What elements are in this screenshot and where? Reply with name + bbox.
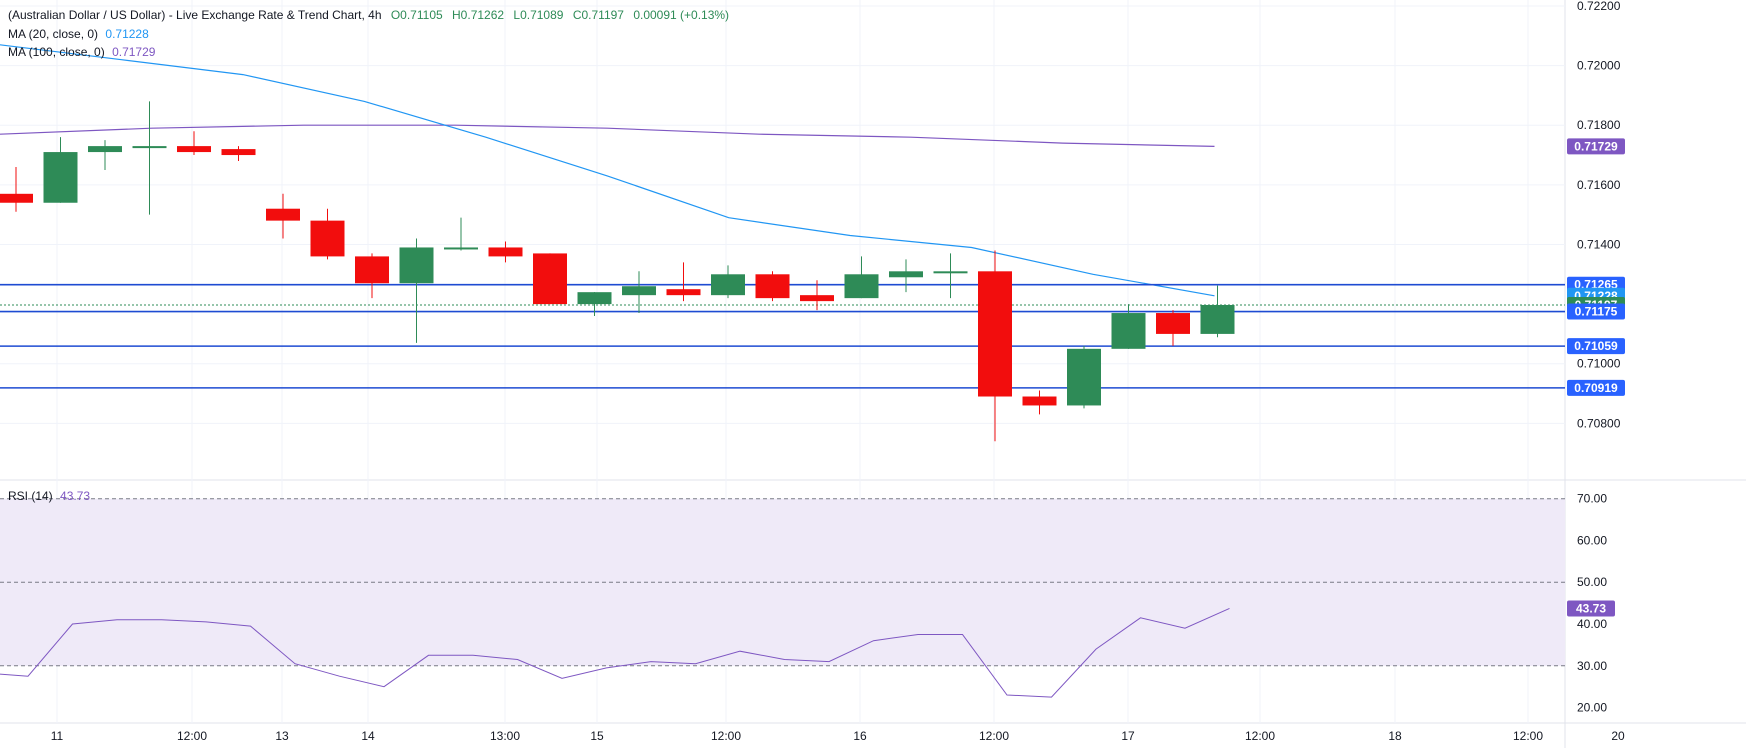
candle-body (1156, 313, 1190, 334)
candlesticks (0, 101, 1235, 442)
price-label-text: 0.71059 (1574, 339, 1618, 353)
ma100-legend: MA (100, close, 0) 0.71729 (8, 45, 155, 59)
candle-body (622, 286, 656, 296)
rsi-layer (0, 607, 1230, 698)
candle-body (444, 247, 478, 250)
time-tick-label: 13 (275, 729, 289, 743)
price-tick-label: 0.71400 (1577, 237, 1621, 251)
price-tick-label: 0.71800 (1577, 118, 1621, 132)
ma20-value: 0.71228 (105, 27, 149, 41)
candle-body (933, 271, 968, 274)
candle-body (88, 146, 122, 153)
rsi-value: 43.73 (60, 489, 91, 503)
symbol-legend: (Australian Dollar / US Dollar) - Live E… (8, 8, 729, 22)
price-tick-label: 0.71000 (1577, 357, 1621, 371)
candle-body (800, 295, 834, 302)
time-tick-label: 12:00 (979, 729, 1009, 743)
candle-body (266, 208, 300, 221)
time-tick-label: 12:00 (1245, 729, 1275, 743)
rsi-band (0, 498, 1565, 667)
time-tick-label: 14 (361, 729, 375, 743)
chart-title: (Australian Dollar / US Dollar) - Live E… (8, 8, 382, 22)
candle-body (844, 274, 879, 299)
rsi-tick-label: 50.00 (1577, 575, 1607, 589)
ma100-layer (0, 124, 1215, 147)
time-tick-label: 16 (853, 729, 867, 743)
time-tick-label: 15 (590, 729, 604, 743)
price-label-text: 0.70919 (1574, 381, 1618, 395)
price-label-box (1567, 379, 1625, 396)
rsi-label-text: 43.73 (1576, 601, 1606, 615)
ma100-line (0, 124, 1215, 147)
price-tick-label: 0.70800 (1577, 416, 1621, 430)
candle-body (221, 149, 256, 156)
price-labels: 0.717290.712650.712280.711970.711750.710… (1567, 138, 1625, 617)
candle-body (488, 247, 523, 257)
time-tick-label: 20 (1611, 729, 1625, 743)
ma20-label: MA (20, close, 0) (8, 27, 99, 41)
rsi-tick-label: 40.00 (1577, 617, 1607, 631)
price-axis: 0.72200 0.72000 0.71800 0.71600 0.71400 0.710… (1577, 0, 1621, 715)
ma100-value: 0.71729 (112, 45, 156, 59)
time-tick-label: 12:00 (177, 729, 207, 743)
time-axis: 11 12:00 13 14 13:00 15 12:00 16 12:00 17 12:00 18 1… (51, 729, 1625, 743)
candle-body (43, 152, 78, 203)
rsi-tick-label: 20.00 (1577, 701, 1607, 715)
close-value: C0.71197 (572, 8, 624, 22)
rsi-label: RSI (14) (8, 489, 53, 503)
rsi-tick-label: 30.00 (1577, 659, 1607, 673)
time-tick-label: 17 (1121, 729, 1135, 743)
candle-body (177, 146, 211, 153)
price-label-box (1567, 303, 1625, 320)
rsi-legend: RSI (14) 43.73 (8, 489, 90, 503)
time-tick-label: 18 (1388, 729, 1402, 743)
candle-body (1200, 304, 1235, 334)
candle-body (399, 247, 434, 284)
change-value: 0.00091 (+0.13%) (633, 8, 730, 22)
candle-body (889, 271, 923, 278)
low-value: L0.71089 (513, 8, 564, 22)
ma20-layer (0, 44, 1215, 297)
candle-body (0, 193, 33, 203)
time-tick-label: 12:00 (1513, 729, 1543, 743)
price-label-box (1567, 138, 1625, 155)
open-value: O0.71105 (390, 8, 443, 22)
price-tick-label: 0.72000 (1577, 59, 1621, 73)
candle-body (666, 289, 701, 296)
ma20-line (0, 44, 1215, 297)
candle-body (978, 271, 1012, 397)
candle-body (533, 253, 567, 305)
rsi-tick-label: 70.00 (1577, 492, 1607, 506)
candle-body (1111, 313, 1146, 349)
horizontal-levels (0, 283, 1565, 389)
ma100-label: MA (100, close, 0) (8, 45, 105, 59)
price-label-text: 0.71175 (1575, 305, 1618, 319)
price-tick-label: 0.71600 (1577, 178, 1621, 192)
candle-body (355, 256, 389, 284)
price-label-box (1567, 338, 1625, 355)
candle-body (755, 274, 790, 299)
price-tick-label: 0.72200 (1577, 0, 1621, 13)
rsi-line (0, 607, 1230, 698)
candle-body (577, 292, 612, 305)
candle-body (132, 146, 167, 149)
time-tick-label: 13:00 (490, 729, 520, 743)
price-label-text: 0.71729 (1574, 139, 1618, 153)
candle-body (1022, 396, 1057, 406)
time-tick-label: 12:00 (711, 729, 741, 743)
rsi-label-box (1567, 600, 1615, 617)
candle-body (711, 274, 745, 296)
rsi-tick-label: 60.00 (1577, 533, 1607, 547)
high-value: H0.71262 (452, 8, 505, 22)
time-tick-label: 11 (51, 729, 64, 743)
candle-body (310, 220, 345, 257)
ma20-legend: MA (20, close, 0) 0.71228 (8, 27, 149, 41)
candle-body (1067, 348, 1101, 406)
